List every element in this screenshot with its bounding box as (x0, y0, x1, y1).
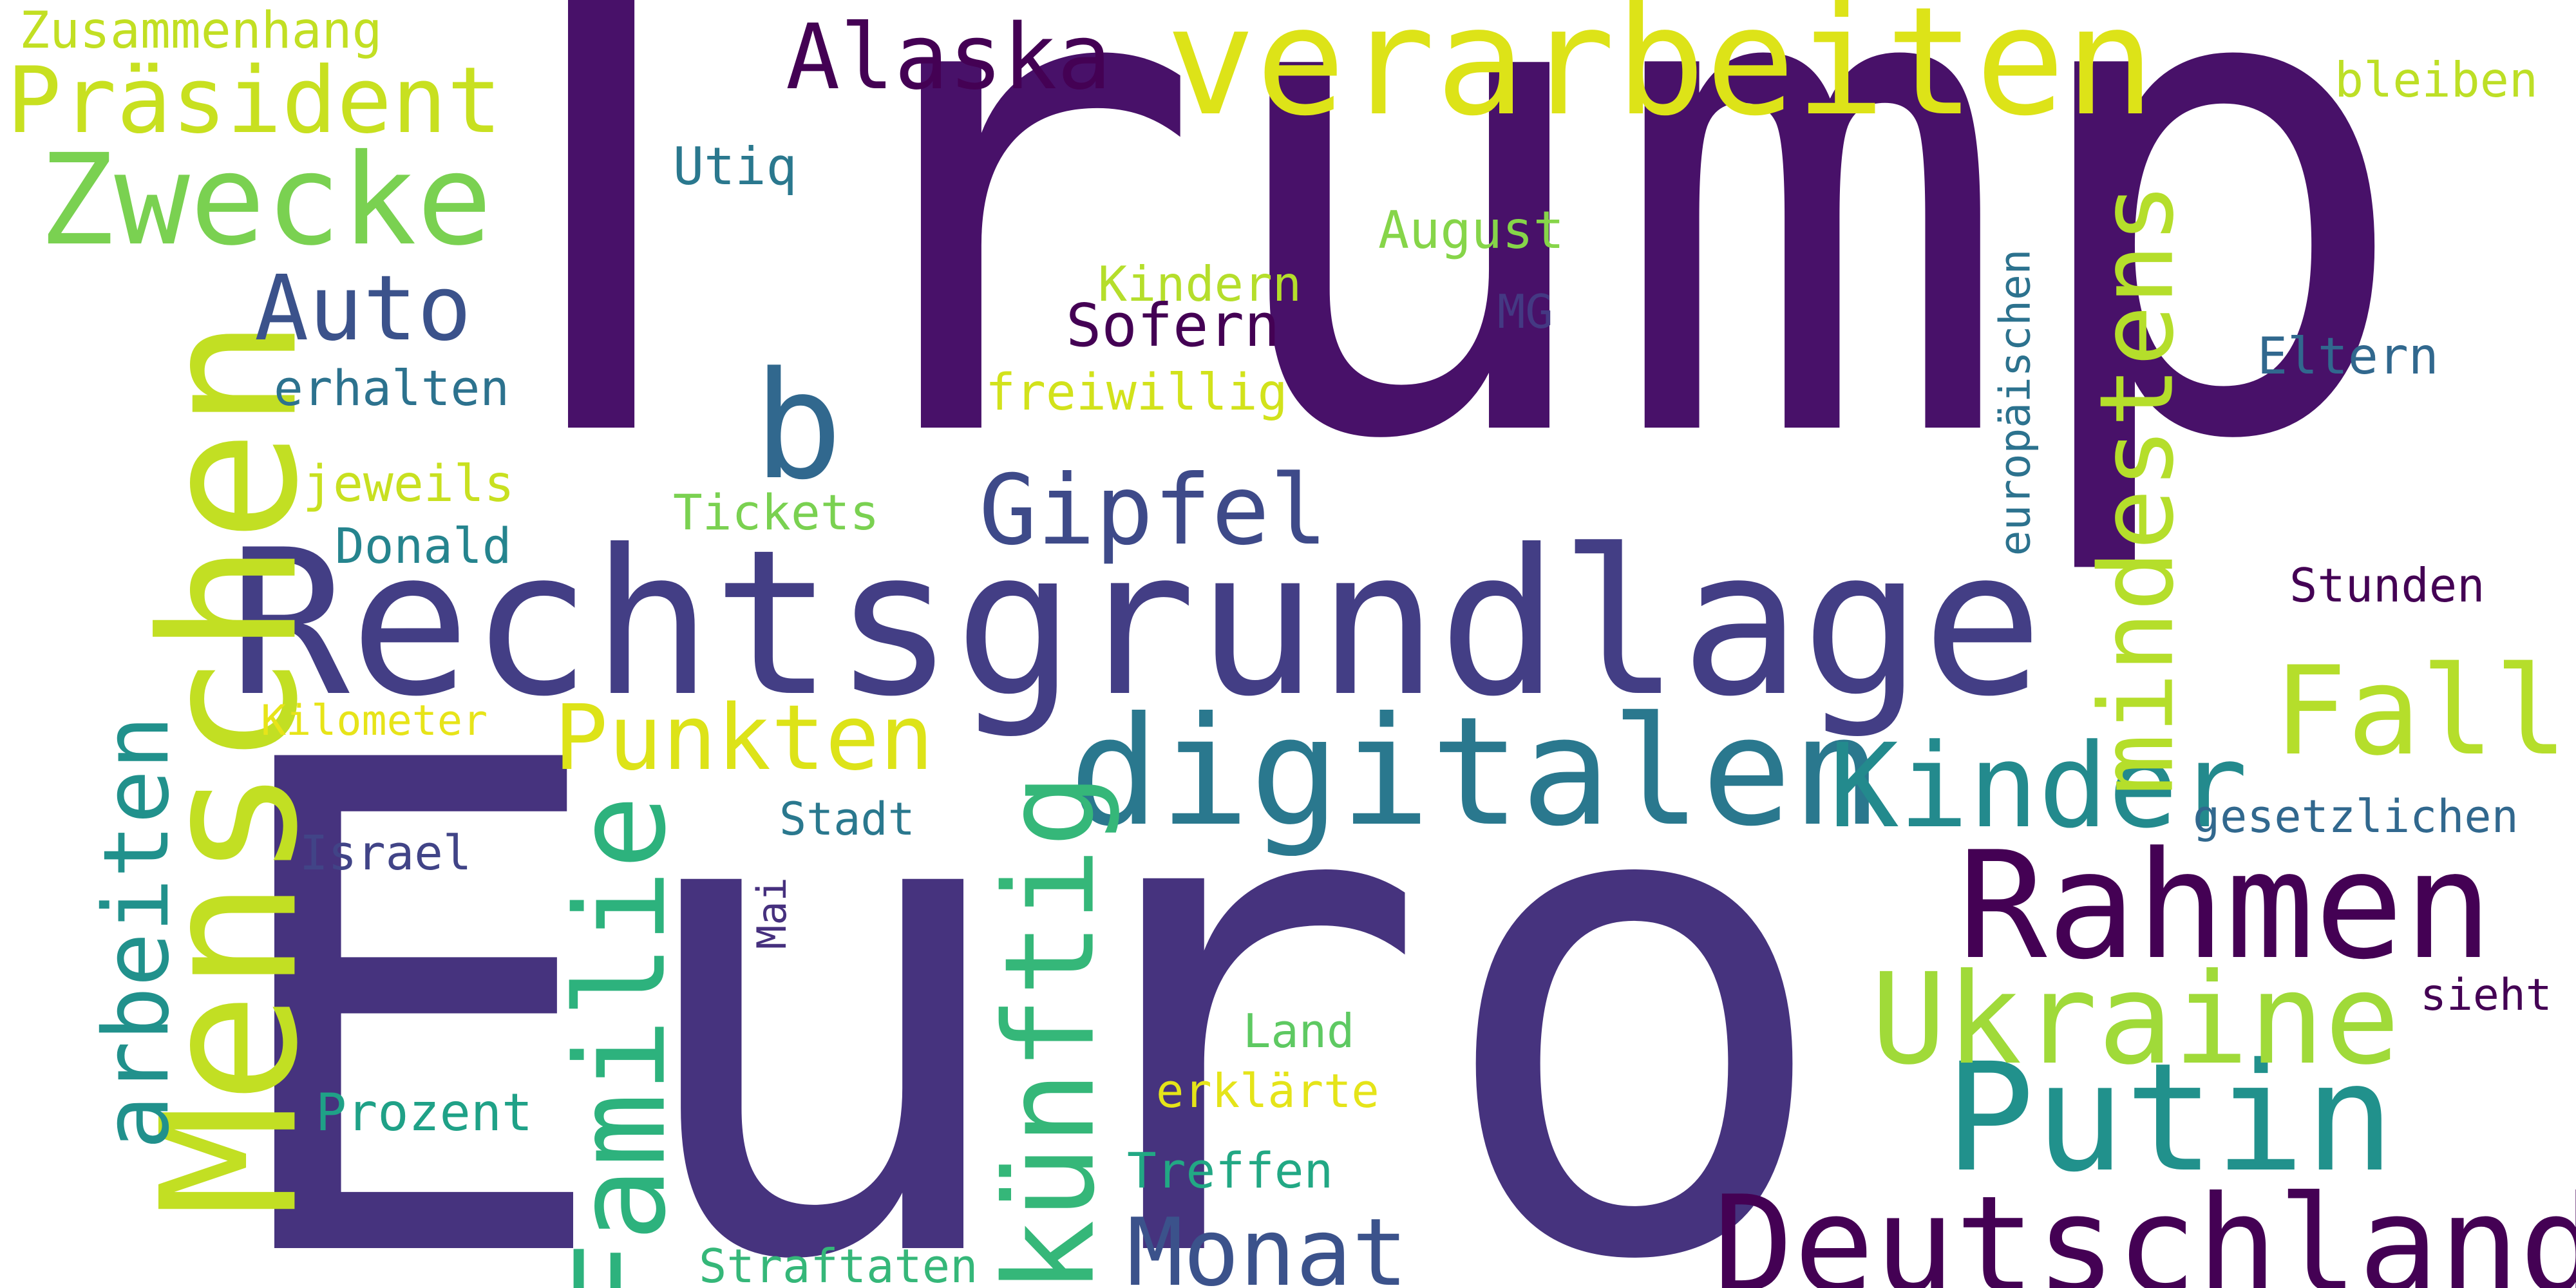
word-punkten: Punkten (554, 686, 934, 791)
word-erklaerte: erklärte (1156, 1064, 1379, 1118)
word-gipfel: Gipfel (979, 455, 1328, 567)
word-trump: Trump (399, 0, 2416, 586)
word-zwecke: Zwecke (39, 127, 493, 273)
word-familie: Familie (549, 795, 694, 1288)
word-freiwillig: freiwillig (985, 364, 1288, 422)
word-israel: Israel (299, 826, 472, 881)
word-arbeiten: arbeiten (84, 715, 190, 1150)
word-deutschland: Deutschland (1713, 1168, 2576, 1288)
word-putin: Putin (1945, 1031, 2395, 1205)
word-kilometer: Kilometer (261, 697, 488, 745)
word-digitalen: digitalen (1069, 685, 1882, 859)
word-kindern: Kindern (1098, 256, 1302, 312)
word-praesident: Präsident (6, 48, 502, 154)
word-kuenftig: künftig (978, 773, 1122, 1288)
word-europaeischen: europäischen (1990, 249, 2040, 556)
word-mai: Mai (748, 877, 795, 949)
word-eltern: Eltern (2257, 328, 2439, 386)
word-rahmen: Rahmen (1958, 820, 2493, 992)
word-kinder: Kinder (1829, 719, 2248, 854)
word-treffen: Treffen (1127, 1142, 1334, 1199)
word-stunden: Stunden (2289, 558, 2485, 612)
word-mindestens: mindestens (2078, 182, 2197, 795)
word-mg: MG (1497, 285, 1553, 339)
word-ukraine: Ukraine (1871, 946, 2400, 1092)
word-gesetzlichen: gesetzlichen (2193, 790, 2519, 843)
word-bleiben: bleiben (2334, 52, 2539, 108)
word-rechtsgrundlage: Rechtsgrundlage (229, 506, 2043, 741)
word-utiq: Utiq (673, 137, 797, 196)
word-b: b (753, 341, 843, 513)
word-alaska: Alaska (786, 5, 1112, 110)
word-donald: Donald (335, 517, 512, 574)
word-stadt: Stadt (779, 793, 915, 846)
word-sofern: Sofern (1066, 291, 1280, 360)
word-prozent: Prozent (316, 1083, 533, 1142)
word-land: Land (1243, 1004, 1355, 1058)
word-verarbeiten: verarbeiten (1166, 0, 2155, 149)
word-monat: Monat (1127, 1198, 1408, 1288)
word-euro: Euro (209, 620, 1838, 1288)
word-tickets: Tickets (673, 484, 880, 541)
word-erhalten: erhalten (274, 359, 510, 417)
word-august: August (1378, 200, 1564, 260)
word-fall: Fall (2273, 640, 2568, 782)
word-straftaten: Straftaten (699, 1239, 978, 1288)
word-sieht: sieht (2420, 970, 2552, 1021)
word-jeweils: jeweils (303, 455, 515, 513)
word-zusammenhang: Zusammenhang (19, 2, 383, 60)
word-auto: Auto (254, 256, 472, 361)
